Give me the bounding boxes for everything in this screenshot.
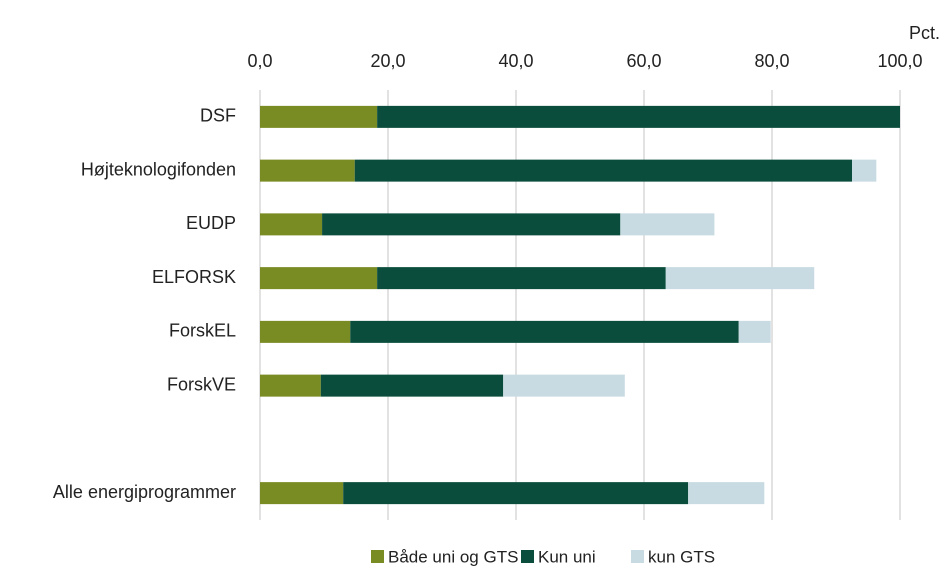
x-tick-label: 60,0 (626, 51, 661, 71)
bar-segment (350, 320, 739, 343)
legend-label: Kun uni (538, 547, 596, 566)
legend-swatch (371, 550, 384, 563)
y-tick-label: Alle energiprogrammer (53, 482, 236, 502)
bar-segment (343, 482, 689, 505)
bar-segment (377, 267, 666, 290)
bar-segment (320, 374, 504, 397)
y-tick-label: ForskEL (169, 321, 236, 341)
bar-segment (260, 374, 321, 397)
bar-segment (260, 320, 351, 343)
x-tick-label: 40,0 (498, 51, 533, 71)
y-tick-label: ELFORSK (152, 267, 236, 287)
x-tick-label: 0,0 (247, 51, 272, 71)
x-tick-label: 80,0 (754, 51, 789, 71)
y-tick-label: DSF (200, 106, 236, 126)
bar-segment (322, 213, 621, 236)
bar-segment (260, 213, 323, 236)
x-tick-label: 20,0 (370, 51, 405, 71)
legend-label: kun GTS (648, 547, 715, 566)
bar-segment (260, 267, 378, 290)
bar-segment (852, 159, 877, 182)
y-tick-label: Højteknologifonden (81, 159, 236, 179)
legend-swatch (521, 550, 534, 563)
bar-segment (260, 482, 344, 505)
legend-swatch (631, 550, 644, 563)
axis-label: Pct. (909, 23, 940, 43)
y-tick-label: EUDP (186, 213, 236, 233)
bar-segment (260, 105, 378, 128)
bar-segment (738, 320, 771, 343)
y-tick-label: ForskVE (167, 374, 236, 394)
bar-segment (688, 482, 765, 505)
bar-segment (620, 213, 715, 236)
bar-segment (665, 267, 815, 290)
bar-segment (503, 374, 625, 397)
bar-segment (354, 159, 852, 182)
legend-label: Både uni og GTS (388, 547, 518, 566)
bar-segment (377, 105, 900, 128)
bar-segment (260, 159, 355, 182)
x-tick-label: 100,0 (877, 51, 922, 71)
